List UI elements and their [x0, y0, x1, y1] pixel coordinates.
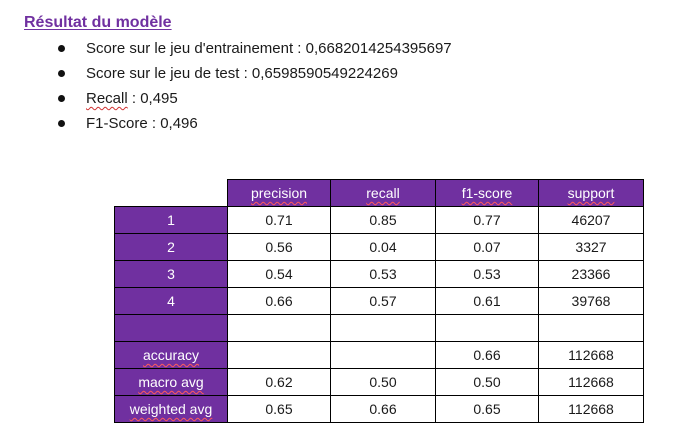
- table-cell: [227, 341, 331, 369]
- table-cell: [330, 341, 436, 369]
- bullet-value: : 0,496: [151, 115, 198, 132]
- table-cell: 0.54: [227, 260, 331, 288]
- column-header-recall: recall: [330, 179, 436, 207]
- column-header-label: support: [567, 185, 615, 201]
- column-header-label: f1-score: [461, 185, 513, 201]
- table-cell: 112668: [538, 368, 644, 396]
- column-header-f1-score: f1-score: [435, 179, 539, 207]
- bullet-value: : 0,495: [131, 90, 178, 107]
- table-cell: 46207: [538, 206, 644, 234]
- row-header: 1: [114, 206, 228, 234]
- results-summary-list: Score sur le jeu d'entrainement : 0,6682…: [0, 36, 452, 136]
- table-cell: 3327: [538, 233, 644, 261]
- list-item-test-score: Score sur le jeu de test : 0,65985905492…: [0, 61, 452, 86]
- table-cell: 0.53: [330, 260, 436, 288]
- row-header: weighted avg: [114, 395, 228, 423]
- table-cell: 112668: [538, 341, 644, 369]
- bullet-value: 0,6682014254395697: [305, 40, 452, 57]
- row-header: macro avg: [114, 368, 228, 396]
- table-cell: 0.53: [435, 260, 539, 288]
- bullet-icon: [58, 45, 65, 52]
- table-row: 2 0.56 0.04 0.07 3327: [114, 233, 644, 261]
- row-header: [114, 314, 228, 342]
- table-cell: 0.77: [435, 206, 539, 234]
- table-cell: 0.61: [435, 287, 539, 315]
- table-corner-cell: [115, 180, 228, 207]
- column-header-label: recall: [366, 185, 400, 201]
- table-row: 1 0.71 0.85 0.77 46207: [114, 206, 644, 234]
- table-cell: 0.56: [227, 233, 331, 261]
- row-header: 2: [114, 233, 228, 261]
- table-cell: 39768: [538, 287, 644, 315]
- table-cell: 0.07: [435, 233, 539, 261]
- column-header-precision: precision: [227, 179, 331, 207]
- table-cell: 0.66: [330, 395, 436, 423]
- table-row: accuracy 0.66 112668: [114, 341, 644, 369]
- table-cell: 0.50: [435, 368, 539, 396]
- table-cell: 0.66: [227, 287, 331, 315]
- table-row-spacer: [114, 314, 644, 342]
- table-cell: 0.66: [435, 341, 539, 369]
- row-header: 4: [114, 287, 228, 315]
- table-cell: [538, 314, 644, 342]
- table-cell: 0.65: [435, 395, 539, 423]
- bullet-value: 0,6598590549224269: [251, 65, 398, 82]
- bullet-label: Recall: [86, 90, 128, 107]
- row-header-label: weighted avg: [129, 401, 213, 417]
- row-header-label: accuracy: [142, 347, 200, 363]
- table-row: weighted avg 0.65 0.66 0.65 112668: [114, 395, 644, 423]
- list-item-recall: Recall : 0,495: [0, 86, 452, 111]
- column-header-label: precision: [250, 185, 308, 201]
- table-cell: 0.04: [330, 233, 436, 261]
- row-header: accuracy: [114, 341, 228, 369]
- bullet-label: F1-Score: [86, 115, 148, 132]
- classification-report-table: precision recall f1-score support 1 0.71…: [114, 179, 644, 423]
- table-cell: 0.65: [227, 395, 331, 423]
- column-header-support: support: [538, 179, 644, 207]
- table-cell: 112668: [538, 395, 644, 423]
- table-cell: [435, 314, 539, 342]
- table-cell: [330, 314, 436, 342]
- bullet-icon: [58, 95, 65, 102]
- table-header-row: precision recall f1-score support: [115, 179, 644, 207]
- bullet-icon: [58, 120, 65, 127]
- table-cell: 23366: [538, 260, 644, 288]
- bullet-label: Score sur le jeu d'entrainement :: [86, 40, 302, 57]
- row-header: 3: [114, 260, 228, 288]
- table-row: macro avg 0.62 0.50 0.50 112668: [114, 368, 644, 396]
- row-header-label: macro avg: [138, 374, 204, 390]
- table-cell: 0.57: [330, 287, 436, 315]
- table-cell: [227, 314, 331, 342]
- table-row: 3 0.54 0.53 0.53 23366: [114, 260, 644, 288]
- table-cell: 0.71: [227, 206, 331, 234]
- table-cell: 0.85: [330, 206, 436, 234]
- list-item-train-score: Score sur le jeu d'entrainement : 0,6682…: [0, 36, 452, 61]
- bullet-icon: [58, 70, 65, 77]
- list-item-f1-score: F1-Score : 0,496: [0, 111, 452, 136]
- table-cell: 0.62: [227, 368, 331, 396]
- bullet-label: Score sur le jeu de test :: [86, 65, 248, 82]
- section-title: Résultat du modèle: [24, 14, 172, 31]
- table-cell: 0.50: [330, 368, 436, 396]
- table-row: 4 0.66 0.57 0.61 39768: [114, 287, 644, 315]
